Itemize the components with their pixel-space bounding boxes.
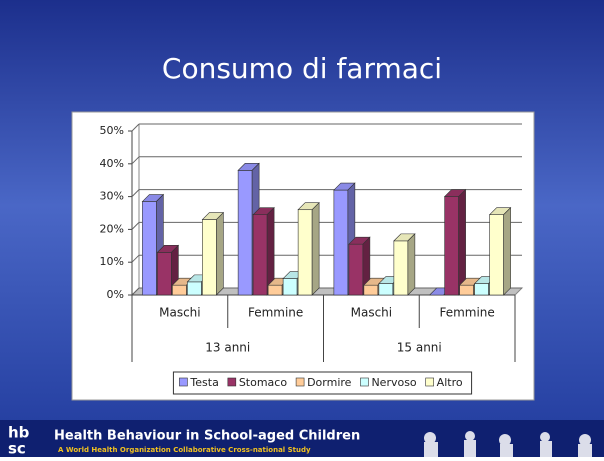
- y-tick-label: 10%: [100, 255, 124, 268]
- x-tick-label: Femmine: [248, 306, 303, 320]
- bar: [238, 170, 252, 295]
- bar: [283, 279, 297, 295]
- footer-subtitle: A World Health Organization Collaborativ…: [58, 446, 311, 454]
- footer-title: Health Behaviour in School-aged Children: [54, 429, 360, 444]
- x-tick-label: Maschi: [159, 306, 201, 320]
- bar: [379, 284, 393, 295]
- bar: [394, 241, 408, 295]
- bar: [142, 202, 156, 295]
- y-tick-label: 30%: [100, 190, 124, 203]
- bar-side: [504, 208, 511, 295]
- bar: [445, 197, 459, 295]
- y-tick-label: 40%: [100, 157, 124, 170]
- x-tick-label: Maschi: [351, 306, 393, 320]
- bar: [253, 215, 267, 295]
- bar: [490, 215, 504, 295]
- bar-side: [459, 190, 466, 295]
- bar: [349, 244, 363, 295]
- legend-swatch: [296, 378, 304, 386]
- y-tick-label: 0%: [107, 288, 124, 301]
- bar: [268, 285, 282, 295]
- bar: [187, 282, 201, 295]
- legend: Testa Stomaco Dormire Nervoso Altro: [173, 372, 471, 394]
- slide: Consumo di farmaci hb sc Health Behaviou…: [0, 0, 604, 457]
- legend-swatch: [228, 378, 236, 386]
- group-label: 15 anni: [397, 341, 442, 355]
- legend-swatch: [179, 378, 187, 386]
- legend-swatch: [426, 378, 434, 386]
- slide-title: Consumo di farmaci: [162, 52, 442, 85]
- logo-bottom: sc: [8, 440, 26, 458]
- bar: [157, 252, 171, 295]
- bar: [475, 284, 489, 295]
- bar: [202, 220, 216, 295]
- x-tick-label: Femmine: [439, 306, 494, 320]
- bar: [172, 285, 186, 295]
- legend-label: Nervoso: [371, 376, 416, 389]
- legend-swatch: [360, 378, 368, 386]
- y-tick-label: 50%: [100, 124, 124, 137]
- legend-label: Stomaco: [239, 376, 288, 389]
- bar-side: [312, 203, 319, 295]
- legend-label: Testa: [189, 376, 218, 389]
- group-label: 13 anni: [205, 341, 250, 355]
- bar-side: [408, 234, 415, 295]
- bar: [298, 210, 312, 295]
- bar: [334, 190, 348, 295]
- bar: [460, 285, 474, 295]
- bar: [364, 285, 378, 295]
- y-tick-label: 20%: [100, 222, 124, 235]
- legend-label: Altro: [437, 376, 463, 389]
- bar-side: [216, 213, 223, 295]
- legend-label: Dormire: [307, 376, 352, 389]
